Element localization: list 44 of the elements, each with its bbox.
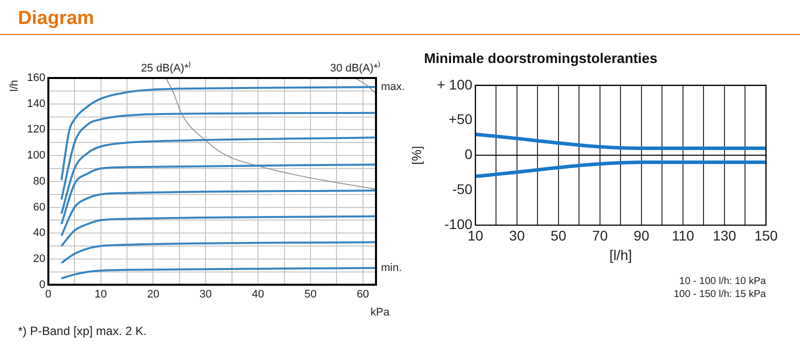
y-axis-title: [%] <box>409 146 424 165</box>
x-tick-label: 130 <box>712 227 736 244</box>
x-tick-label: 40 <box>252 288 264 300</box>
series-label: 30 dB(A)*⁾ <box>330 62 380 75</box>
y-tick-label: + 100 <box>436 76 473 92</box>
x-tick-label: 10 <box>94 288 107 300</box>
y-tick-label: +50 <box>448 111 473 128</box>
y-tick-label: 60 <box>33 201 46 214</box>
x-tick-label: 90 <box>634 227 650 244</box>
x-axis-title: [l/h] <box>609 247 632 264</box>
chart-title: Minimale doorstromingstoleranties <box>424 50 658 66</box>
y-tick-label: 120 <box>26 124 46 136</box>
series-label: 25 dB(A)*⁾ <box>140 62 191 75</box>
y-tick-label: 100 <box>26 150 46 162</box>
x-tick-label: 30 <box>200 288 212 300</box>
x-axis-title: kPa <box>370 306 390 318</box>
line-series <box>60 267 376 280</box>
chart-title: Diagram <box>18 8 94 30</box>
y-tick-label: 0 <box>39 278 46 291</box>
x-tick-label: 20 <box>147 288 160 300</box>
x-tick-label: 70 <box>592 227 608 244</box>
y-tick-label: -50 <box>452 181 473 198</box>
x-tick-label: 50 <box>550 227 566 244</box>
annotation: min. <box>381 262 402 274</box>
y-tick-label: 20 <box>33 252 46 265</box>
y-tick-label: 0 <box>464 146 473 162</box>
y-tick-label: 140 <box>26 98 46 110</box>
text: 10 - 100 l/h: 10 kPa <box>679 276 766 287</box>
line-series <box>60 241 376 264</box>
text: *) P-Band [xp] max. 2 K. <box>18 324 147 338</box>
x-tick-label: 150 <box>754 227 778 244</box>
line-series <box>60 86 376 182</box>
x-tick-label: 30 <box>509 227 525 244</box>
line-series <box>60 215 376 248</box>
y-tick-label: 160 <box>26 72 46 84</box>
line-series <box>60 189 376 237</box>
x-tick-label: 110 <box>672 227 694 244</box>
annotation: max. <box>381 81 405 94</box>
line-series <box>165 78 376 190</box>
text: 100 - 150 l/h: 15 kPa <box>674 289 766 300</box>
x-tick-label: 60 <box>356 288 370 300</box>
y-tick-label: 80 <box>33 175 46 188</box>
y-axis-title: l/h <box>8 80 20 92</box>
x-tick-label: 50 <box>304 288 317 300</box>
